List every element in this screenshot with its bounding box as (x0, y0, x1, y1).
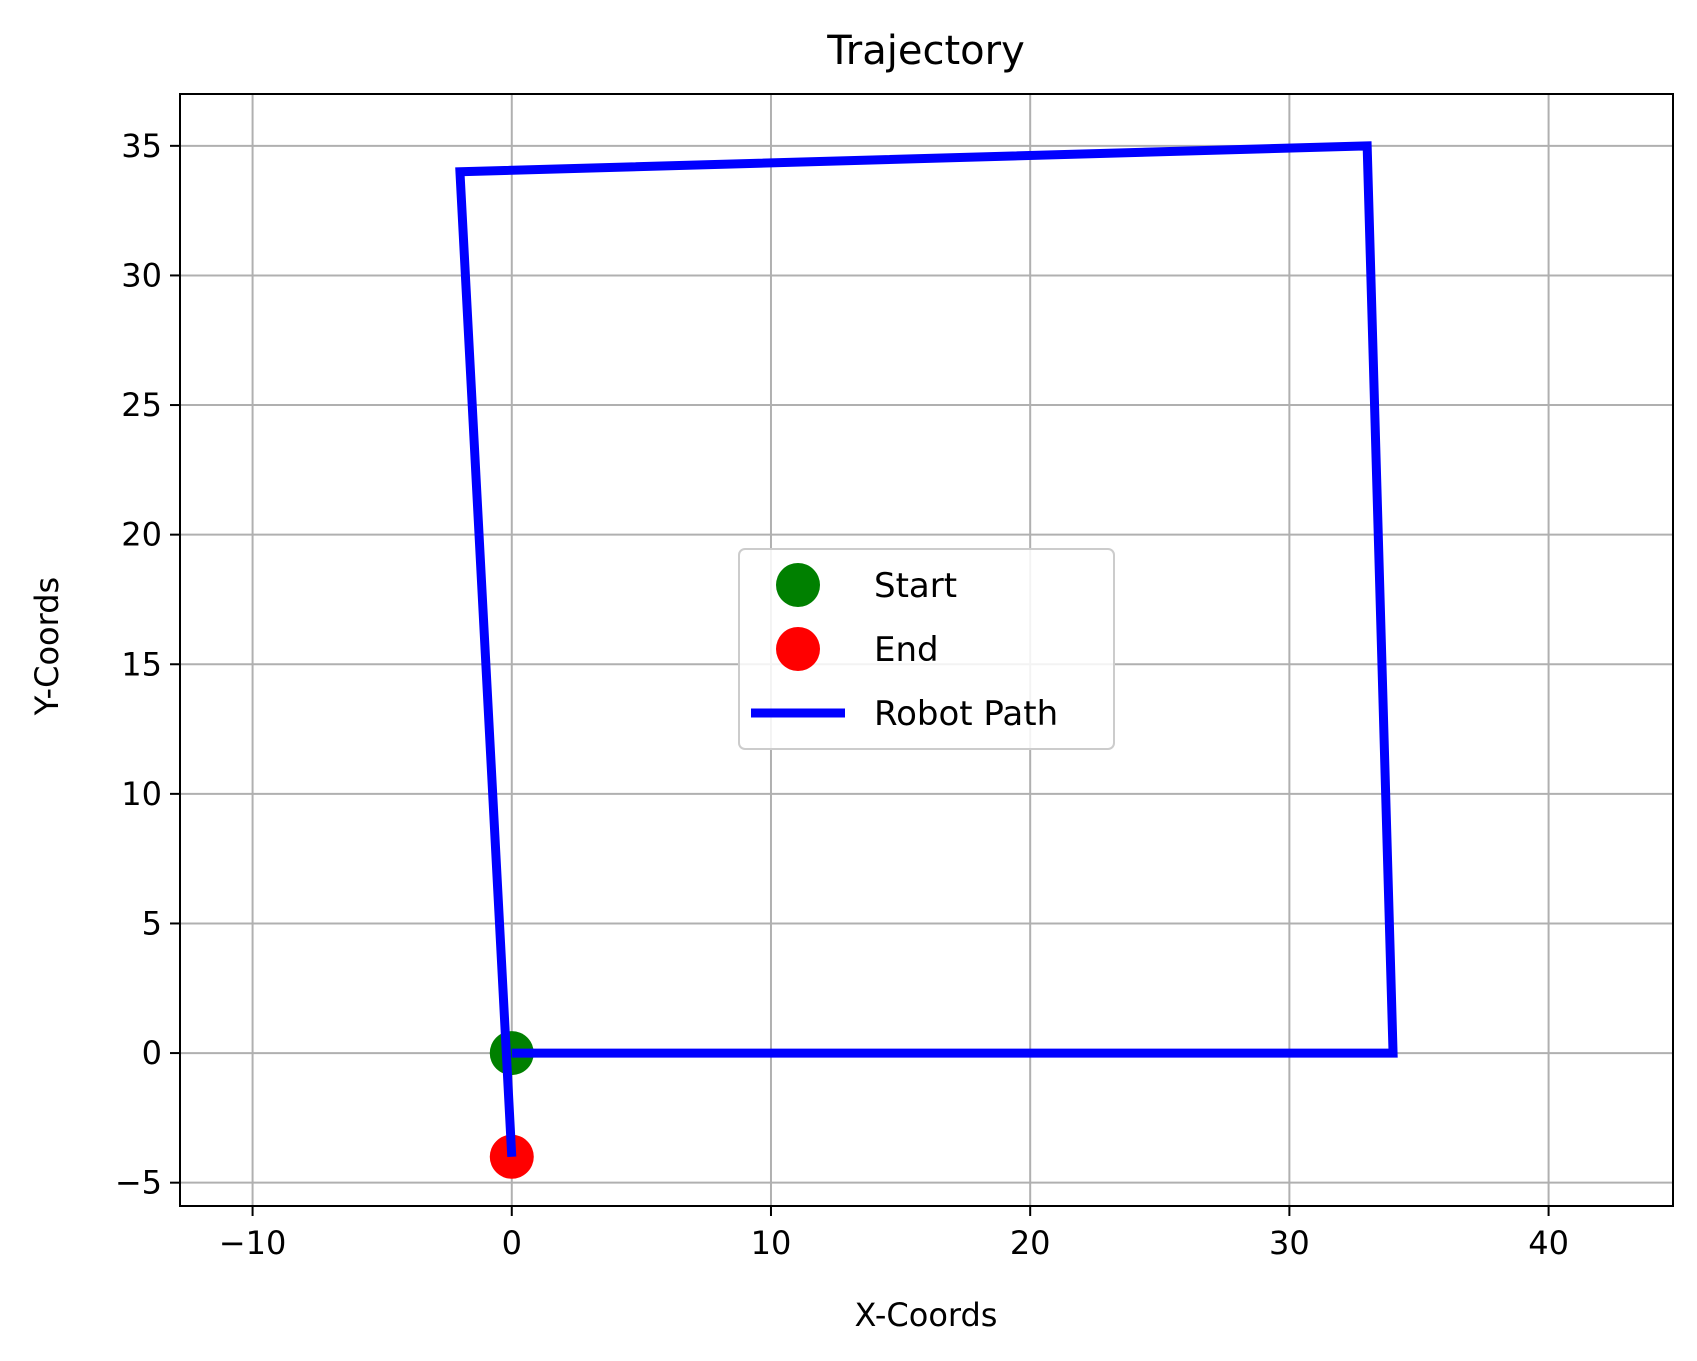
y-tick-label: −5 (115, 1164, 162, 1202)
y-tick-label: 25 (121, 386, 162, 424)
x-tick-label: 30 (1269, 1224, 1310, 1262)
y-tick-label: 15 (121, 645, 162, 683)
legend: Start End Robot Path (738, 548, 1115, 750)
x-tick-label: 0 (502, 1224, 522, 1262)
legend-box (738, 548, 1115, 750)
x-tick-label: 20 (1010, 1224, 1051, 1262)
legend-start-label: Start (874, 566, 957, 606)
x-axis-label: X-Coords (855, 1296, 998, 1334)
y-tick-label: 0 (142, 1034, 162, 1072)
plot-series (455, 141, 1398, 1179)
y-axis-label: Y-Coords (28, 577, 66, 716)
x-tick-label: −10 (219, 1224, 287, 1262)
legend-end-swatch (776, 627, 820, 671)
plot-frame (179, 93, 1674, 1207)
x-tick-label: 10 (751, 1224, 792, 1262)
legend-start-swatch (776, 563, 820, 607)
legend-end-label: End (874, 630, 939, 670)
legend-robot-path-label: Robot Path (874, 694, 1058, 734)
y-tick-label: 5 (142, 904, 162, 942)
axis-ticks: −10 0 10 20 30 40 −5 0 5 10 15 20 25 30 35 (115, 127, 1569, 1262)
robot-path-line (455, 141, 1398, 1157)
y-tick-label: 35 (121, 127, 162, 165)
y-tick-label: 30 (121, 256, 162, 294)
x-tick-label: 40 (1528, 1224, 1569, 1262)
y-tick-label: 20 (121, 516, 162, 554)
y-tick-label: 10 (121, 775, 162, 813)
chart-title: Trajectory (826, 28, 1025, 74)
